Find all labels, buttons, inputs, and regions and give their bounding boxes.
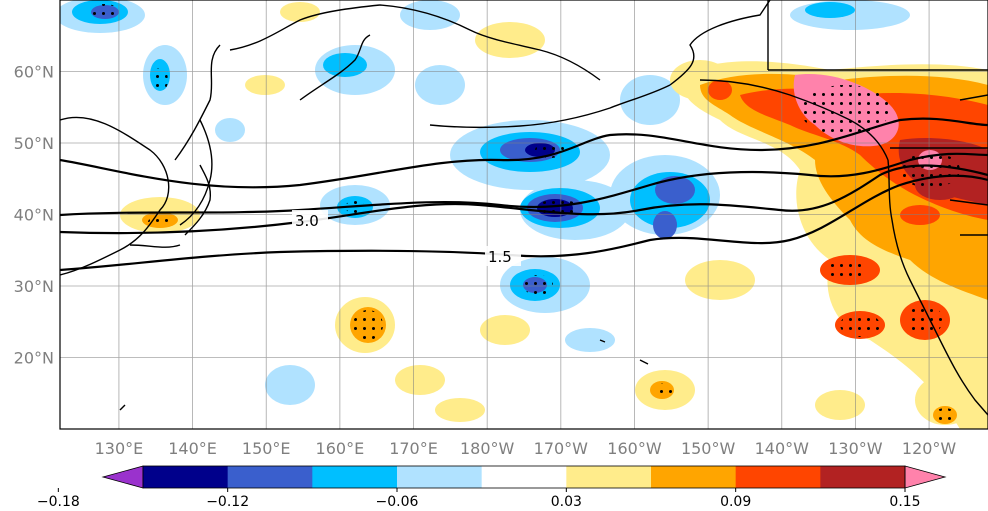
longitude-labels: 130°E 140°E 150°E 160°E 170°E 180°W 170°W 160°W…	[95, 439, 957, 458]
longitude-label: 140°E	[168, 439, 217, 458]
colorbar-segment	[143, 466, 229, 488]
latitude-label: 30°N	[14, 277, 54, 296]
coastlines	[60, 0, 988, 416]
colorbar-frame	[142, 465, 906, 489]
colorbar-segment	[566, 466, 652, 488]
colorbar-segment	[735, 466, 821, 488]
longitude-label: 170°E	[389, 439, 438, 458]
contour-label-3-0: 3.0	[295, 212, 319, 230]
longitude-label: 180°W	[460, 439, 515, 458]
colorbar-segment	[651, 466, 737, 488]
colorbar-segment	[820, 466, 906, 488]
longitude-label: 150°E	[242, 439, 291, 458]
latitude-labels: 60°N 50°N 40°N 30°N 20°N	[14, 63, 54, 368]
latitude-label: 60°N	[14, 63, 54, 82]
map-panel: 3.0 1.5	[60, 0, 988, 429]
grid-lines	[60, 0, 988, 429]
longitude-label: 140°W	[755, 439, 810, 458]
colorbar-segment	[397, 466, 483, 488]
contour-label-1-5: 1.5	[488, 248, 512, 266]
longitude-label: 130°W	[828, 439, 883, 458]
positive-anomaly-region	[680, 61, 988, 429]
colorbar-tick-label: 0.15	[889, 494, 920, 510]
colorbar-segment	[312, 466, 398, 488]
colorbar-tick-label: −0.06	[376, 494, 419, 510]
colorbar	[101, 465, 947, 489]
colorbar-tick-label: 0.03	[551, 494, 582, 510]
colorbar-tick-label: 0.09	[720, 494, 751, 510]
longitude-label: 130°E	[95, 439, 144, 458]
latitude-label: 40°N	[14, 206, 54, 225]
colorbar-segment	[227, 466, 313, 488]
colorbar-extend-min	[101, 465, 144, 489]
significance-stippling	[90, 4, 960, 422]
longitude-label: 160°W	[607, 439, 662, 458]
colorbar-tick-label: −0.12	[206, 494, 249, 510]
jet-contours	[60, 117, 988, 272]
longitude-label: 120°W	[902, 439, 957, 458]
contour-labels: 3.0 1.5	[292, 210, 521, 266]
map-frame	[59, 0, 988, 430]
colorbar-segment	[481, 466, 567, 488]
longitude-label: 170°W	[534, 439, 589, 458]
latitude-label: 50°N	[14, 134, 54, 153]
longitude-label: 150°W	[681, 439, 736, 458]
colorbar-tick-labels: −0.18 −0.12 −0.06 0.03 0.09 0.15	[37, 488, 921, 510]
longitude-label: 160°E	[316, 439, 365, 458]
colorbar-extend-max	[904, 465, 947, 489]
latitude-label: 20°N	[14, 349, 54, 368]
colorbar-tick-label: −0.18	[37, 494, 80, 510]
